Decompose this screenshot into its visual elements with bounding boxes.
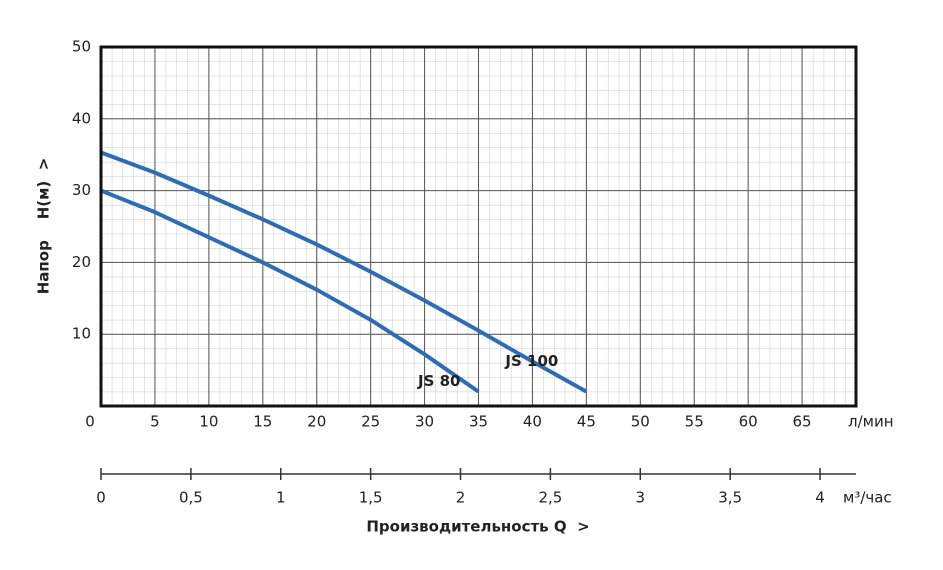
x-tick-label: 15 — [253, 413, 272, 431]
x-tick-label: 25 — [361, 413, 380, 431]
x-unit: л/мин — [848, 413, 894, 431]
curves — [100, 150, 588, 394]
x-tick-label: 45 — [577, 413, 596, 431]
x2-tick-label: 2 — [456, 489, 466, 507]
series-line — [100, 150, 588, 394]
x2-tick-label: 1,5 — [359, 489, 383, 507]
x2-unit: м³/час — [843, 489, 892, 507]
plot-frame — [99, 45, 858, 408]
x-tick-label: 10 — [199, 413, 218, 431]
x2-tick-label: 0 — [96, 489, 106, 507]
x-tick-label: 55 — [685, 413, 704, 431]
y-tick-label: 20 — [72, 253, 91, 271]
x-tick-label: 20 — [307, 413, 326, 431]
series-label: JS 80 — [417, 372, 460, 390]
x2-tick-label: 0,5 — [179, 489, 203, 507]
x-tick-label: 0 — [85, 413, 95, 431]
y-tick-label: 30 — [72, 181, 91, 199]
series-label: JS 100 — [504, 352, 558, 370]
x2-tick-label: 2,5 — [538, 489, 562, 507]
x2-tick-label: 3,5 — [718, 489, 742, 507]
x-tick-label: 5 — [150, 413, 160, 431]
y-axis-label: Напор H(м) > — [35, 158, 53, 295]
y-tick-label: 40 — [72, 109, 91, 127]
x2-tick-label: 4 — [815, 489, 825, 507]
y-tick-label: 50 — [72, 38, 91, 56]
x2-tick-label: 1 — [276, 489, 286, 507]
x-tick-label: 35 — [469, 413, 488, 431]
x-axis-label: Производительность Q > — [366, 518, 589, 536]
x2-tick-label: 3 — [636, 489, 646, 507]
series-line — [100, 188, 480, 394]
grid — [100, 46, 856, 406]
y-tick-label: 10 — [72, 325, 91, 343]
x-tick-label: 40 — [523, 413, 542, 431]
x-tick-label: 30 — [415, 413, 434, 431]
x-tick-label: 50 — [631, 413, 650, 431]
x-tick-label: 60 — [739, 413, 758, 431]
x-tick-label: 65 — [793, 413, 812, 431]
